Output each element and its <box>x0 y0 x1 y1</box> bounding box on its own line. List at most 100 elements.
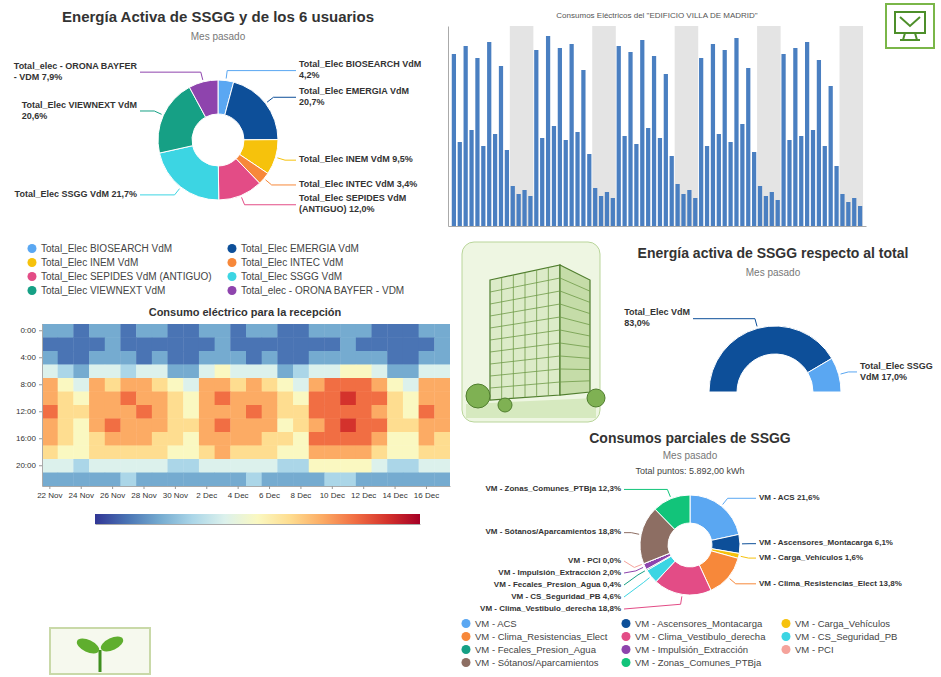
heat-cell <box>230 405 246 419</box>
legend-marker <box>462 619 471 628</box>
bar <box>570 44 574 226</box>
heat-cell <box>168 459 184 473</box>
bar <box>534 50 538 226</box>
bar <box>829 86 833 226</box>
bar <box>787 140 791 226</box>
leader-line <box>624 561 642 567</box>
bar <box>475 58 479 226</box>
label-name: VM - Ascensores_Montacarga <box>759 538 873 547</box>
heat-cell <box>403 405 419 419</box>
heat-cell <box>403 446 419 460</box>
text-line: Total_Elec EMERGIA VdM <box>299 86 409 96</box>
legend-item: Total_Elec VIEWNEXT VdM <box>28 285 166 296</box>
heat-cell <box>42 473 58 487</box>
tick-label: 8:00 <box>20 380 36 389</box>
tick-mark <box>175 486 176 489</box>
label-value: 2,0% <box>603 568 621 577</box>
leader-line <box>624 571 645 585</box>
legend-label: VM - Impulsión_Extracción <box>635 644 748 655</box>
tick-label: 22 Nov <box>37 491 62 500</box>
heat-cell <box>42 378 58 392</box>
heat-cell <box>89 446 105 460</box>
legend-item: VM - Impulsión_Extracción <box>622 644 748 655</box>
heat-cell <box>324 473 340 487</box>
heat-cell <box>58 392 74 406</box>
heat-cell <box>230 432 246 446</box>
data-label: Total_Elec INEM VdM9,5% <box>299 154 413 164</box>
label-name: Total_Elec BIOSEARCH VdM <box>299 59 421 69</box>
label-name: Total_Elec INTEC VdM <box>299 179 394 189</box>
heat-cell <box>230 419 246 433</box>
axis-line <box>448 27 449 227</box>
building-floor <box>560 343 590 347</box>
heat-cell <box>168 432 184 446</box>
legend-marker <box>462 645 471 654</box>
heat-cell <box>120 378 136 392</box>
bar <box>493 134 497 226</box>
text-line: VM - Clima_Vestibulo_derecha <box>480 604 597 613</box>
data-label: VM - Clima_Vestibulo_derecha18,8% <box>480 604 621 613</box>
bar <box>552 126 556 226</box>
heat-cell <box>246 338 262 352</box>
heat-cell <box>419 378 435 392</box>
heat-cell <box>434 459 450 473</box>
heat-cell <box>293 324 309 338</box>
label-value: 1,6% <box>845 553 863 562</box>
tick: 30 Nov <box>163 486 188 500</box>
heat-cell <box>262 365 278 379</box>
legend-item: VM - Zonas_Comunes_PTBja <box>622 657 762 668</box>
data-label: VM - Zonas_Comunes_PTBja12,3% <box>485 484 621 493</box>
text-line: VM - PCI <box>568 556 600 565</box>
heat-cell <box>262 459 278 473</box>
bar <box>693 198 697 226</box>
tick: 24 Nov <box>69 486 94 500</box>
pie-slice <box>218 159 259 200</box>
heat-cell <box>215 459 231 473</box>
bar <box>699 58 703 226</box>
heat-cell <box>215 338 231 352</box>
heat-cell <box>199 351 215 365</box>
label-value: 12,0% <box>349 204 375 214</box>
tick-mark <box>144 486 145 489</box>
label-name: VM - ACS <box>759 493 795 502</box>
heat-cell <box>230 473 246 487</box>
tick: 26 Nov <box>100 486 125 500</box>
heat-cell <box>356 432 372 446</box>
legend-marker <box>28 244 37 253</box>
chart-title: Consumo eléctrico para la recepción <box>149 306 342 318</box>
heat-cell <box>277 419 293 433</box>
heat-cell <box>168 419 184 433</box>
heat-cell <box>340 365 356 379</box>
heat-cell <box>152 459 168 473</box>
heat-cell <box>419 392 435 406</box>
heat-cell <box>183 459 199 473</box>
heat-cell <box>215 473 231 487</box>
heat-cell <box>105 432 121 446</box>
heat-cell <box>434 405 450 419</box>
heat-cell <box>199 459 215 473</box>
heat-cell <box>340 338 356 352</box>
heat-cell <box>230 459 246 473</box>
tick-mark <box>39 384 42 385</box>
heat-cell <box>168 405 184 419</box>
heat-cell <box>136 459 152 473</box>
heat-cell <box>434 378 450 392</box>
heat-cell <box>246 392 262 406</box>
leader-line <box>277 158 296 160</box>
heat-cell <box>403 351 419 365</box>
heat-cell <box>419 324 435 338</box>
tick-label: 24 Nov <box>69 491 94 500</box>
bar <box>781 54 785 226</box>
label-value: 17,0% <box>882 372 908 382</box>
heat-cell <box>183 392 199 406</box>
slices <box>709 326 841 392</box>
tick: 0:00 <box>20 326 42 335</box>
tick-label: 8 Dec <box>290 491 311 500</box>
heat-cell <box>152 405 168 419</box>
heat-cell <box>293 392 309 406</box>
text-line: Total_Elec SEPIDES VdM <box>299 193 409 203</box>
heat-cell <box>277 459 293 473</box>
label-name: VM - Fecales_Presion_Agua <box>494 580 601 589</box>
heat-cell <box>262 473 278 487</box>
heat-cell <box>372 473 388 487</box>
